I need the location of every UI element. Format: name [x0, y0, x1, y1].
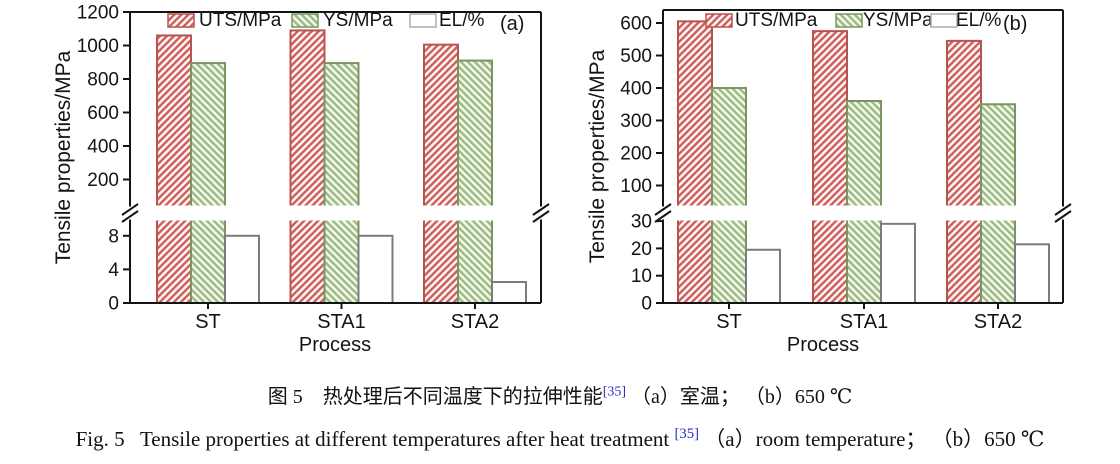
bar-el-STA2 [1014, 243, 1050, 304]
caption-en-suffix: （a）room temperature； （b）650 ℃ [699, 427, 1045, 451]
svg-text:200: 200 [87, 170, 119, 191]
bar-ys-STA1 [323, 62, 360, 305]
x-axis-title: Process [787, 334, 859, 356]
caption-cn-suffix: （a）室温； （b）650 ℃ [626, 386, 853, 408]
bar-el-ST [745, 248, 781, 304]
caption-english: Fig. 5 Tensile properties at different t… [0, 426, 1120, 453]
x-category-label: STA1 [840, 311, 889, 333]
bar-el-ST [224, 234, 260, 304]
svg-text:800: 800 [87, 70, 119, 91]
legend: UTS/MPa YS/MPa EL/% [167, 10, 485, 31]
bar-uts-STA2 [946, 39, 982, 304]
x-category-label: STA2 [974, 311, 1023, 333]
svg-text:8: 8 [108, 226, 119, 247]
svg-text:20: 20 [631, 239, 652, 260]
axis-break-band [664, 205, 1062, 221]
legend-swatch-uts [705, 13, 733, 28]
caption-chinese: 图 5 热处理后不同温度下的拉伸性能[35] （a）室温； （b）650 ℃ [0, 384, 1120, 410]
y-ticks [123, 11, 130, 304]
panel-label: (b) [1003, 13, 1027, 35]
legend-label-uts: UTS/MPa [199, 10, 282, 31]
legend: UTS/MPa YS/MPa EL/% [705, 10, 1002, 31]
panel-label: (a) [500, 13, 524, 35]
axis-break-band [131, 205, 540, 221]
svg-text:30: 30 [631, 212, 652, 233]
x-category-label: ST [716, 311, 742, 333]
y-axis-title: Tensile properties/MPa [586, 49, 609, 263]
bar-chart-650c: 100 200 300 400 500 600 0 10 20 30 ST STA1 STA2 Proce… [586, 9, 1072, 356]
svg-text:10: 10 [631, 266, 652, 287]
legend-label-el: EL/% [439, 10, 485, 31]
legend-label-ys: YS/MPa [863, 10, 933, 31]
bar-uts-STA1 [812, 30, 848, 304]
svg-text:500: 500 [620, 46, 652, 67]
bar-ys-ST [190, 62, 226, 305]
y-tick-labels: 200 400 600 800 1000 1200 0 4 8 [77, 3, 120, 315]
svg-text:200: 200 [620, 144, 652, 165]
y-ticks [656, 22, 663, 304]
svg-text:400: 400 [620, 79, 652, 100]
x-axis-title: Process [299, 334, 371, 356]
legend-label-ys: YS/MPa [323, 10, 393, 31]
bar-el-STA2 [491, 281, 527, 304]
bar-el-STA1 [880, 222, 916, 304]
x-category-label: STA1 [317, 311, 366, 333]
bar-uts-STA2 [423, 43, 459, 304]
citation-ref-cn: [35] [602, 384, 627, 400]
bar-el-STA1 [357, 234, 394, 304]
svg-text:4: 4 [108, 260, 119, 281]
legend-swatch-el [409, 13, 437, 28]
bar-ys-STA1 [846, 100, 882, 304]
y-tick-labels: 100 200 300 400 500 600 0 10 20 30 [620, 14, 652, 315]
svg-text:100: 100 [620, 176, 652, 197]
legend-swatch-ys [291, 13, 319, 28]
bar-chart-room-temperature: 200 400 600 800 1000 1200 0 4 8 ST STA1 STA2 Process… [52, 3, 550, 356]
caption-en-text: Fig. 5 Tensile properties at different t… [75, 427, 675, 451]
svg-text:600: 600 [620, 14, 652, 35]
bars-group-(a) [156, 29, 527, 305]
svg-text:0: 0 [641, 294, 652, 315]
caption-cn-text: 图 5 热处理后不同温度下的拉伸性能 [267, 386, 603, 408]
bar-ys-STA2 [457, 59, 493, 305]
x-category-label: ST [195, 311, 221, 333]
svg-text:1000: 1000 [77, 36, 119, 57]
legend-label-el: EL/% [956, 10, 1002, 31]
bar-ys-ST [711, 87, 747, 304]
svg-text:0: 0 [108, 294, 119, 315]
bar-uts-ST [677, 20, 713, 304]
y-axis-title: Tensile properties/MPa [52, 50, 75, 264]
svg-text:400: 400 [87, 137, 119, 158]
citation-ref-en: [35] [674, 426, 699, 442]
svg-text:600: 600 [87, 103, 119, 124]
bar-uts-ST [156, 34, 192, 304]
svg-text:300: 300 [620, 111, 652, 132]
bar-ys-STA2 [980, 103, 1016, 304]
legend-swatch-el [930, 13, 958, 28]
legend-label-uts: UTS/MPa [735, 10, 818, 31]
bar-uts-STA1 [289, 29, 326, 305]
x-category-label: STA2 [451, 311, 500, 333]
svg-text:1200: 1200 [77, 3, 119, 24]
legend-swatch-uts [167, 13, 195, 28]
legend-swatch-ys [835, 13, 863, 28]
axes [121, 11, 550, 304]
bars-group-(b) [677, 20, 1050, 304]
